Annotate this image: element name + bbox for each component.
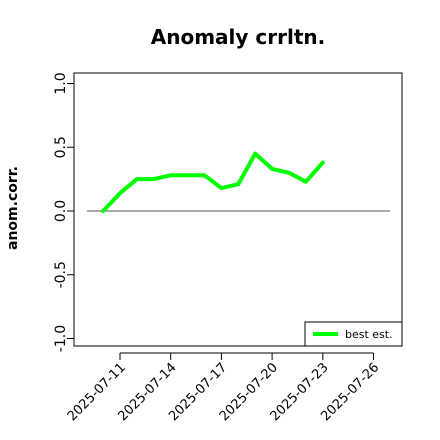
chart-title: Anomaly crrltn.	[151, 25, 325, 49]
legend: best est.	[304, 321, 403, 347]
y-tick-label: 0.0	[53, 200, 69, 222]
y-tick-label: -0.5	[53, 261, 69, 288]
plot-frame	[73, 72, 403, 347]
series-line	[101, 151, 325, 213]
y-axis: -1.0 -0.5 0.0 0.5 1.0	[53, 72, 74, 352]
x-axis: 2025-07-112025-07-142025-07-172025-07-20…	[65, 352, 382, 424]
legend-label: best est.	[345, 328, 393, 341]
y-tick-label: -1.0	[53, 325, 69, 352]
y-tick-label: 0.5	[53, 136, 69, 158]
y-axis-label: anom.corr.	[5, 166, 21, 250]
series-group	[101, 151, 325, 213]
y-tick-label: 1.0	[53, 72, 69, 94]
